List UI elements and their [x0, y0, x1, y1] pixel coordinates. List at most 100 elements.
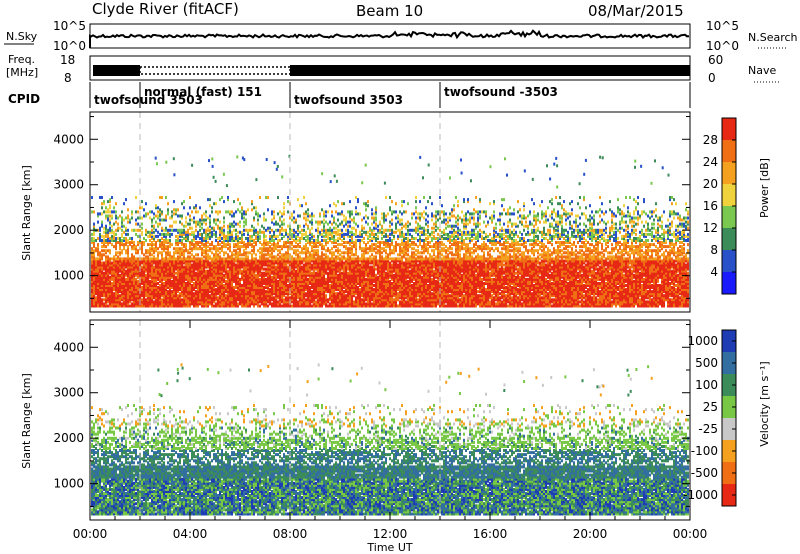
data-cell — [349, 292, 351, 296]
data-cell — [317, 269, 319, 273]
data-cell — [253, 261, 255, 265]
data-cell — [157, 302, 159, 306]
data-cell — [295, 288, 297, 292]
data-cell — [369, 286, 371, 289]
data-cell — [357, 200, 359, 204]
data-cell — [121, 294, 123, 298]
data-cell — [275, 245, 277, 249]
data-cell — [335, 263, 337, 267]
data-cell — [225, 210, 227, 214]
data-cell — [231, 296, 233, 300]
data-cell — [245, 222, 247, 226]
data-cell — [261, 302, 263, 306]
data-cell — [365, 263, 367, 267]
data-cell — [223, 288, 225, 292]
data-cell — [317, 230, 319, 234]
data-cell — [147, 261, 149, 265]
data-cell — [345, 245, 347, 249]
data-cell — [185, 224, 187, 228]
data-cell — [101, 277, 103, 281]
data-cell — [277, 259, 279, 263]
data-cell — [233, 269, 235, 273]
data-cell — [319, 292, 321, 296]
data-cell — [91, 277, 93, 281]
data-cell — [113, 259, 115, 263]
data-cell — [119, 245, 121, 249]
data-cell — [333, 277, 335, 281]
data-cell — [209, 218, 211, 222]
data-cell — [109, 200, 111, 204]
data-cell — [233, 243, 235, 247]
data-cell — [301, 267, 303, 271]
data-cell — [359, 304, 361, 308]
data-cell — [159, 267, 161, 271]
data-cell — [245, 257, 247, 261]
data-cell — [183, 245, 185, 249]
data-cell — [333, 245, 335, 249]
data-cell — [181, 290, 183, 294]
data-cell — [329, 279, 331, 283]
data-cell — [361, 279, 363, 283]
data-cell — [305, 202, 307, 206]
data-cell — [207, 294, 209, 298]
data-cell — [255, 290, 257, 294]
data-cell — [219, 230, 221, 234]
data-cell — [177, 255, 179, 259]
data-cell — [155, 245, 157, 249]
data-cell — [165, 237, 167, 240]
data-cell — [201, 234, 203, 238]
data-cell — [131, 273, 133, 277]
data-cell — [367, 275, 369, 279]
data-cell — [257, 232, 259, 236]
data-cell — [311, 282, 313, 285]
data-cell — [299, 259, 301, 263]
data-cell — [359, 298, 361, 302]
data-cell — [235, 300, 237, 304]
data-cell — [237, 286, 239, 289]
data-cell — [373, 228, 375, 232]
data-cell — [223, 302, 225, 306]
data-cell — [281, 271, 283, 275]
data-cell — [295, 271, 297, 275]
data-cell — [285, 275, 287, 279]
data-cell — [225, 273, 227, 277]
data-cell — [285, 261, 287, 265]
data-cell — [95, 257, 97, 261]
data-cell — [121, 271, 123, 275]
data-cell — [163, 245, 165, 249]
data-cell — [367, 204, 369, 208]
data-cell — [127, 257, 129, 261]
data-cell — [247, 267, 249, 271]
data-cell — [349, 282, 351, 285]
data-cell — [307, 263, 309, 267]
data-cell — [321, 300, 323, 304]
data-cell — [263, 275, 265, 279]
data-cell — [297, 255, 299, 259]
data-cell — [191, 230, 193, 234]
data-cell — [209, 247, 211, 251]
data-cell — [161, 292, 163, 296]
data-cell — [219, 271, 221, 275]
data-cell — [297, 275, 299, 279]
data-cell — [187, 304, 189, 308]
data-cell — [359, 241, 361, 244]
data-cell — [95, 261, 97, 265]
data-cell — [229, 249, 231, 253]
data-cell — [287, 237, 289, 240]
data-cell — [249, 271, 251, 275]
data-cell — [211, 275, 213, 279]
data-cell — [105, 263, 107, 267]
data-cell — [243, 292, 245, 296]
data-cell — [223, 241, 225, 244]
data-cell — [221, 279, 223, 283]
data-cell — [275, 228, 277, 232]
data-cell — [215, 267, 217, 271]
data-cell — [191, 253, 193, 257]
data-cell — [241, 237, 243, 240]
data-cell — [363, 286, 365, 289]
data-cell — [143, 302, 145, 306]
data-cell — [281, 273, 283, 277]
data-cell — [147, 279, 149, 283]
data-cell — [347, 220, 349, 224]
data-cell — [191, 267, 193, 271]
